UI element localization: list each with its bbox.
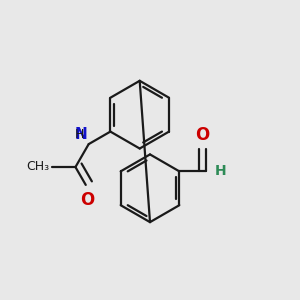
Text: H: H — [75, 128, 84, 141]
Text: H: H — [215, 164, 227, 178]
Text: O: O — [195, 126, 209, 144]
Text: O: O — [80, 191, 94, 209]
Text: N: N — [74, 127, 87, 142]
Text: CH₃: CH₃ — [26, 160, 49, 173]
